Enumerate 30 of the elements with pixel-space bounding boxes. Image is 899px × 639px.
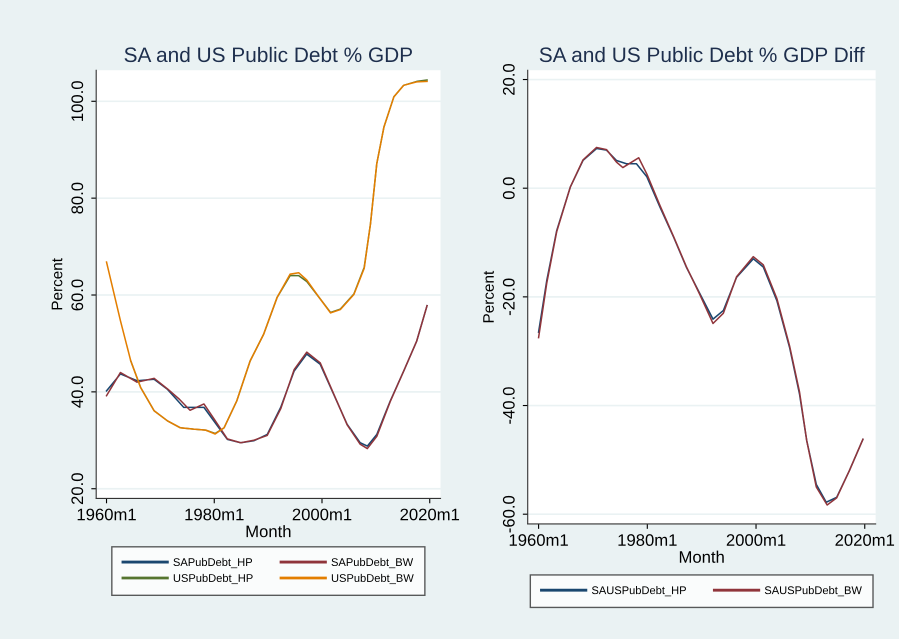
y-tick-label: 80.0	[71, 182, 84, 214]
legend-label: USPubDebt_BW	[332, 574, 414, 584]
y-tick-label: 100.0	[71, 81, 84, 121]
y-tick-label: -40.0	[502, 387, 515, 424]
legend-label: SAPubDebt_HP	[173, 558, 252, 568]
x-tick-label: 2020m1	[835, 534, 894, 546]
x-tick-label: 2020m1	[400, 508, 460, 520]
legend-label: SAPubDebt_BW	[332, 558, 414, 568]
x-tick-label: 1960m1	[78, 508, 136, 520]
y-tick-label: 20.0	[502, 64, 515, 95]
legend-label: SAUSPubDebt_HP	[592, 586, 686, 596]
y-tick-label: -20.0	[502, 278, 515, 316]
y-axis-title: Percent	[52, 258, 62, 310]
x-tick-label: 1960m1	[510, 534, 568, 546]
legend-label: SAUSPubDebt_BW	[764, 586, 862, 596]
y-tick-label: 40.0	[71, 376, 84, 408]
x-tick-label: 1980m1	[185, 508, 244, 520]
x-tick-label: 1980m1	[618, 534, 677, 546]
chart-title: SA and US Public Debt % GDP	[124, 46, 412, 62]
x-axis-title: Month	[680, 550, 724, 563]
legend-label: USPubDebt_HP	[174, 574, 253, 584]
x-tick-label: 2000m1	[292, 508, 352, 520]
x-axis-title: Month	[246, 525, 290, 538]
chart-title: SA and US Public Debt % GDP Diff	[540, 46, 865, 62]
y-tick-label: 0.0	[502, 177, 515, 200]
y-tick-label: 20.0	[71, 473, 84, 504]
y-axis-title: Percent	[483, 270, 494, 322]
y-tick-label: -60.0	[502, 496, 515, 532]
y-tick-label: 60.0	[71, 279, 84, 310]
x-tick-label: 2000m1	[726, 534, 786, 546]
